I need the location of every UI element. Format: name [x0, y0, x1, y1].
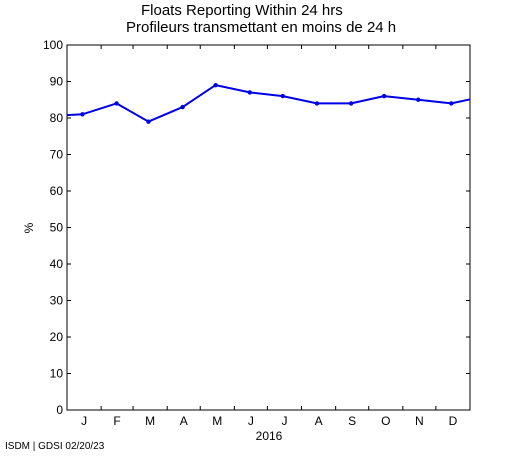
x-tick-label: M [212, 414, 222, 428]
x-axis-label: 2016 [256, 429, 283, 443]
x-tick-label: O [381, 414, 390, 428]
x-tick-label: S [348, 414, 356, 428]
x-tick-label: J [281, 414, 287, 428]
y-tick-label: 80 [50, 111, 64, 125]
data-point [146, 119, 151, 124]
y-tick-label: 100 [43, 38, 63, 52]
x-tick-label: A [180, 414, 188, 428]
x-tick-label: J [81, 414, 87, 428]
data-point [381, 93, 387, 99]
x-tick-label: A [315, 414, 323, 428]
data-point [449, 101, 454, 106]
y-tick-label: 90 [50, 75, 64, 89]
x-tick-label: N [415, 414, 424, 428]
data-point [280, 93, 286, 99]
y-axis-label: % [22, 222, 36, 233]
series-group [67, 82, 487, 124]
data-point [483, 94, 487, 98]
y-tick-label: 0 [56, 403, 63, 417]
data-point [213, 82, 218, 88]
x-tick-label: D [449, 414, 458, 428]
data-point [348, 101, 354, 106]
y-tick-label: 10 [50, 367, 64, 381]
y-tick-label: 40 [50, 257, 64, 271]
data-point [114, 101, 119, 106]
footer-credit: ISDM | GDSI 02/20/23 [5, 441, 105, 452]
y-tick-label: 70 [50, 148, 64, 162]
chart-subtitle: Profileurs transmettant en moins de 24 h [126, 19, 397, 36]
y-tick-label: 50 [50, 221, 64, 235]
y-tick-label: 20 [50, 330, 64, 344]
x-tick-label: M [145, 414, 155, 428]
data-point [247, 90, 252, 95]
data-point [416, 97, 421, 102]
data-point [180, 104, 185, 110]
y-tick-label: 60 [50, 184, 64, 198]
y-tick-label: 30 [50, 294, 64, 308]
chart-title: Floats Reporting Within 24 hrs [141, 2, 343, 19]
x-tick-label: J [248, 414, 254, 428]
series-line [67, 84, 470, 123]
chart-axes: 0 10 20 30 40 50 60 70 80 90 100 J F M A M J J A S O N D [43, 38, 471, 428]
x-tick-label: F [113, 414, 120, 428]
plot-series [67, 82, 487, 124]
data-point [314, 101, 320, 106]
data-point [80, 112, 85, 117]
